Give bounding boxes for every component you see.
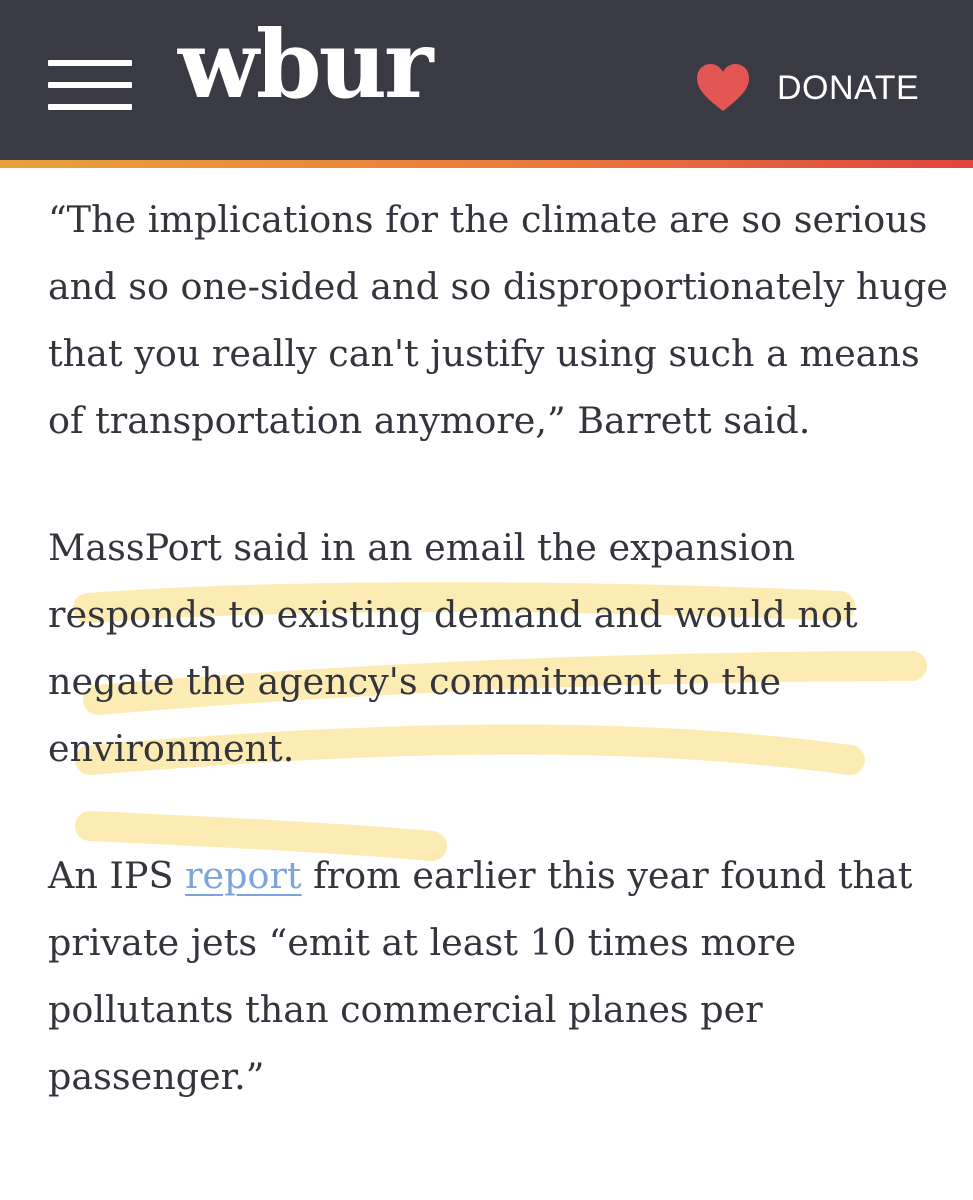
menu-bar: [48, 104, 132, 110]
hamburger-menu-icon[interactable]: [44, 56, 134, 116]
menu-bar: [48, 82, 132, 88]
article-body: “The implications for the climate are so…: [48, 186, 948, 1170]
header-accent-bar: [0, 160, 973, 168]
ips-paragraph: An IPS report from earlier this year fou…: [48, 842, 948, 1110]
ips-text-after: from earlier this year found that privat…: [48, 854, 913, 1098]
massport-paragraph: MassPort said in an email the expansion …: [48, 526, 858, 770]
quote-paragraph: “The implications for the climate are so…: [48, 198, 948, 442]
ips-text-before: An IPS: [48, 854, 186, 897]
menu-bar: [48, 60, 132, 66]
report-link[interactable]: report: [185, 854, 302, 897]
site-logo[interactable]: wbur: [178, 10, 434, 120]
donate-button[interactable]: DONATE: [695, 60, 919, 116]
site-header: wbur DONATE: [0, 0, 973, 160]
donate-label: DONATE: [777, 68, 920, 107]
heart-icon: [697, 64, 749, 111]
